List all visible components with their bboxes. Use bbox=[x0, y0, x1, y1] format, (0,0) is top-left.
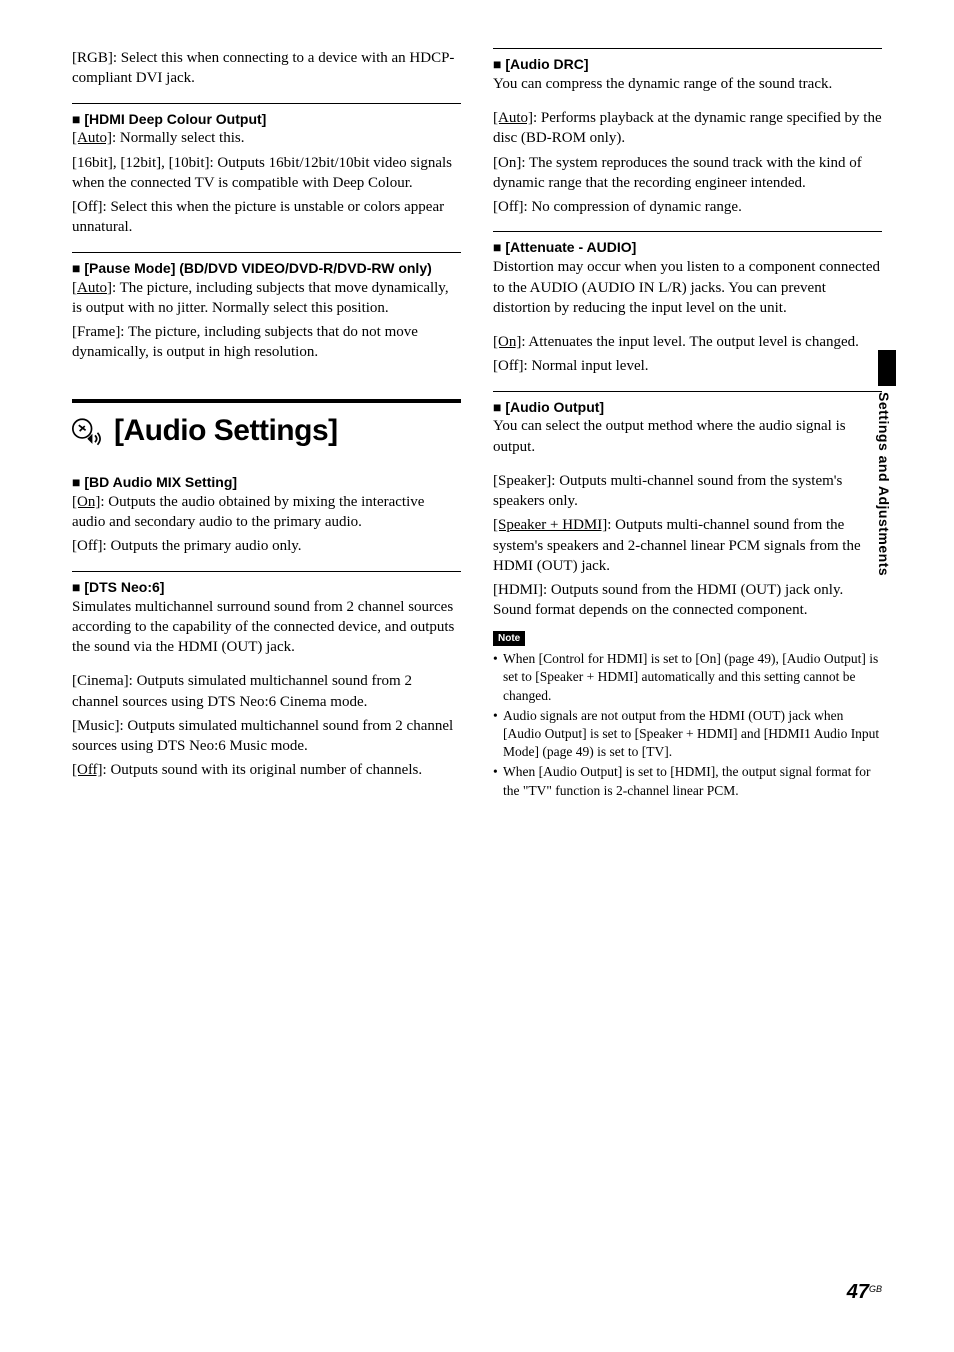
atten-on: [On]: Attenuates the input level. The ou… bbox=[493, 332, 882, 352]
page-footer: 47GB bbox=[847, 1279, 882, 1306]
dts-music: [Music]: Outputs simulated multichannel … bbox=[72, 716, 461, 757]
dts-off: [Off]: Outputs sound with its original n… bbox=[72, 760, 461, 780]
atten-on-rest: : Attenuates the input level. The output… bbox=[521, 334, 859, 350]
hdmi-deep-auto: [Auto]: Normally select this. bbox=[72, 128, 461, 148]
side-tab-label: Settings and Adjustments bbox=[874, 392, 893, 576]
audio-settings-title-text: [Audio Settings] bbox=[114, 411, 338, 452]
dts-neo6-title: ■ [DTS Neo:6] bbox=[72, 578, 461, 597]
bd-mix-on-rest: : Outputs the audio obtained by mixing t… bbox=[72, 494, 424, 530]
separator bbox=[493, 391, 882, 392]
page-suffix: GB bbox=[869, 1284, 882, 1294]
hdmi-deep-auto-lead: [Auto] bbox=[72, 130, 112, 146]
hdmi-deep-bits: [16bit], [12bit], [10bit]: Outputs 16bit… bbox=[72, 153, 461, 194]
audio-drc-title: ■ [Audio DRC] bbox=[493, 55, 882, 74]
note-item: When [Audio Output] is set to [HDMI], th… bbox=[493, 763, 882, 799]
side-tab: Settings and Adjustments bbox=[874, 350, 894, 576]
note-item: Audio signals are not output from the HD… bbox=[493, 707, 882, 762]
separator bbox=[72, 252, 461, 253]
drc-auto-rest: : Performs playback at the dynamic range… bbox=[493, 110, 882, 146]
bd-mix-on: [On]: Outputs the audio obtained by mixi… bbox=[72, 492, 461, 533]
hdmi-deep-off: [Off]: Select this when the picture is u… bbox=[72, 197, 461, 238]
drc-on: [On]: The system reproduces the sound tr… bbox=[493, 153, 882, 194]
audio-settings-section: [Audio Settings] bbox=[72, 399, 461, 452]
left-column: [RGB]: Select this when connecting to a … bbox=[72, 48, 461, 802]
separator bbox=[72, 103, 461, 104]
out-hdmi: [HDMI]: Outputs sound from the HDMI (OUT… bbox=[493, 580, 882, 621]
bd-audio-mix-title: ■ [BD Audio MIX Setting] bbox=[72, 473, 461, 492]
pause-frame: [Frame]: The picture, including subjects… bbox=[72, 322, 461, 363]
dts-intro: Simulates multichannel surround sound fr… bbox=[72, 597, 461, 658]
attenuate-title: ■ [Attenuate - AUDIO] bbox=[493, 238, 882, 257]
pause-mode-title: ■ [Pause Mode] (BD/DVD VIDEO/DVD-R/DVD-R… bbox=[72, 259, 461, 278]
hdmi-deep-auto-rest: : Normally select this. bbox=[112, 130, 244, 146]
separator bbox=[72, 571, 461, 572]
side-tab-marker bbox=[878, 350, 896, 386]
out-speaker: [Speaker]: Outputs multi-channel sound f… bbox=[493, 471, 882, 512]
atten-intro: Distortion may occur when you listen to … bbox=[493, 257, 882, 318]
notes-list: When [Control for HDMI] is set to [On] (… bbox=[493, 650, 882, 800]
dts-off-lead: [Off] bbox=[72, 762, 103, 778]
separator bbox=[493, 231, 882, 232]
hdmi-deep-colour-title: ■ [HDMI Deep Colour Output] bbox=[72, 110, 461, 129]
note-item: When [Control for HDMI] is set to [On] (… bbox=[493, 650, 882, 705]
drc-auto: [Auto]: Performs playback at the dynamic… bbox=[493, 108, 882, 149]
dts-cinema: [Cinema]: Outputs simulated multichannel… bbox=[72, 671, 461, 712]
drc-intro: You can compress the dynamic range of th… bbox=[493, 74, 882, 94]
rgb-paragraph: [RGB]: Select this when connecting to a … bbox=[72, 48, 461, 89]
atten-off: [Off]: Normal input level. bbox=[493, 356, 882, 376]
audio-settings-icon bbox=[72, 417, 106, 445]
atten-on-lead: [On] bbox=[493, 334, 521, 350]
out-intro: You can select the output method where t… bbox=[493, 416, 882, 457]
dts-off-rest: : Outputs sound with its original number… bbox=[103, 762, 423, 778]
separator bbox=[493, 48, 882, 49]
audio-settings-heading: [Audio Settings] bbox=[72, 411, 461, 452]
note-label: Note bbox=[493, 631, 525, 647]
two-column-layout: [RGB]: Select this when connecting to a … bbox=[72, 48, 882, 802]
pause-auto: [Auto]: The picture, including subjects … bbox=[72, 278, 461, 319]
section-rule bbox=[72, 399, 461, 403]
bd-mix-off: [Off]: Outputs the primary audio only. bbox=[72, 536, 461, 556]
audio-output-title: ■ [Audio Output] bbox=[493, 398, 882, 417]
pause-auto-lead: [Auto] bbox=[72, 280, 112, 296]
drc-auto-lead: [Auto] bbox=[493, 110, 533, 126]
pause-auto-rest: : The picture, including subjects that m… bbox=[72, 280, 449, 316]
page-number: 47 bbox=[847, 1281, 869, 1303]
drc-off: [Off]: No compression of dynamic range. bbox=[493, 197, 882, 217]
bd-mix-on-lead: [On] bbox=[72, 494, 100, 510]
out-speaker-hdmi: [Speaker + HDMI]: Outputs multi-channel … bbox=[493, 515, 882, 576]
out-sphdmi-lead: [Speaker + HDMI] bbox=[493, 517, 607, 533]
right-column: ■ [Audio DRC] You can compress the dynam… bbox=[493, 48, 882, 802]
